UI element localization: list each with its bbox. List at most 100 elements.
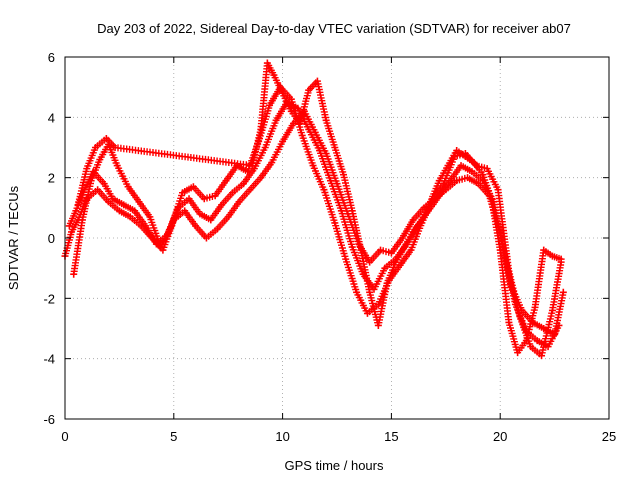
series-marker-run — [203, 193, 216, 202]
series-marker-run — [126, 185, 141, 204]
series-marker-run — [323, 152, 340, 185]
series-marker-run — [306, 128, 322, 152]
series-marker-run — [252, 146, 268, 170]
series-marker-run — [340, 173, 356, 212]
x-tick-label: 0 — [61, 429, 68, 444]
series-marker-run — [280, 92, 294, 113]
series-marker-run — [258, 161, 274, 179]
series-marker-run — [448, 164, 463, 182]
series-marker-run — [205, 227, 219, 240]
series-marker-run — [193, 224, 209, 240]
series-marker-run — [538, 309, 556, 357]
x-axis-label: GPS time / hours — [285, 458, 384, 473]
series-marker-run — [69, 218, 81, 234]
y-axis-label: SDTVAR / TECUs — [6, 185, 21, 290]
series-marker-run — [488, 198, 504, 251]
series-marker-run — [102, 182, 115, 200]
series-marker-run — [307, 79, 320, 92]
series-marker-run — [310, 164, 327, 191]
series-marker-run — [551, 253, 563, 262]
y-tick-label: -4 — [43, 352, 55, 367]
series-marker-run — [455, 174, 469, 184]
series-marker-run — [349, 246, 366, 275]
series-marker-run — [411, 218, 424, 234]
series-marker-run — [317, 149, 333, 182]
series-marker-run — [62, 231, 75, 257]
series-marker-run — [545, 324, 562, 348]
series-marker-run — [323, 119, 338, 149]
series-marker-run — [302, 110, 318, 134]
series-marker-run — [542, 248, 554, 259]
series-marker-run — [104, 136, 117, 150]
series-marker-run — [147, 216, 164, 248]
series-marker-run — [437, 179, 453, 198]
series-marker-run — [220, 191, 235, 207]
series-marker-run — [143, 224, 159, 246]
series-marker-run — [208, 203, 224, 222]
x-tick-label: 15 — [384, 429, 398, 444]
series-marker-run — [226, 200, 241, 219]
series-marker-run — [198, 211, 213, 223]
series-marker-run — [237, 188, 252, 204]
series-marker-run — [132, 209, 148, 228]
series-marker-run — [94, 136, 108, 150]
series-marker-run — [506, 321, 521, 354]
series-marker-run — [118, 208, 132, 220]
series-marker-run — [338, 210, 355, 248]
series-marker-run — [444, 179, 458, 192]
series-marker-run — [375, 282, 390, 327]
series-marker-run — [529, 344, 543, 358]
data-layer — [61, 59, 567, 360]
y-tick-label: -2 — [43, 291, 55, 306]
series-marker-run — [70, 219, 86, 275]
series-marker-run — [455, 148, 467, 159]
series-marker-run — [313, 131, 329, 155]
series-marker-run — [459, 163, 474, 174]
series-marker-run — [428, 179, 442, 203]
series-marker-run — [182, 209, 198, 228]
y-tick-label: 2 — [48, 171, 55, 186]
series-marker-run — [384, 261, 399, 285]
series-marker-run — [297, 89, 312, 125]
series-marker-run — [111, 196, 126, 208]
series-marker-run — [249, 128, 264, 167]
series-marker-run — [383, 257, 398, 270]
grid — [65, 57, 609, 419]
series-marker-run — [115, 164, 131, 188]
series-marker-run — [332, 222, 349, 260]
series-marker-run — [494, 189, 512, 272]
series-marker-run — [235, 163, 250, 174]
series-marker-run — [75, 167, 90, 206]
series-marker-run — [549, 261, 565, 312]
series-track-4 — [74, 59, 565, 357]
series-marker-run — [271, 74, 285, 95]
series-marker-run — [472, 161, 485, 176]
x-tick-label: 10 — [275, 429, 289, 444]
series-marker-run — [224, 164, 239, 182]
series-marker-run — [66, 209, 79, 227]
series-marker-run — [241, 167, 257, 185]
series-marker-run — [506, 270, 523, 318]
series-marker-run — [332, 146, 347, 176]
series-marker-run — [129, 215, 143, 228]
series-marker-run — [84, 146, 98, 170]
series-marker-run — [265, 61, 277, 77]
series-marker-run — [532, 249, 547, 308]
series-marker-run — [464, 154, 476, 165]
series-marker-run — [231, 182, 245, 195]
x-tick-label: 20 — [493, 429, 507, 444]
axes: 0 5 10 15 20 25 -6 -4 -2 0 2 4 6 — [43, 50, 616, 444]
series-marker-run — [181, 184, 195, 195]
series-marker-run — [257, 62, 271, 130]
series-marker-run — [371, 267, 387, 291]
series-marker-run — [354, 291, 370, 315]
series-marker-run — [393, 246, 407, 264]
series-marker-run — [269, 140, 285, 164]
series-marker-run — [485, 167, 501, 191]
series-marker-run — [411, 206, 426, 222]
series-marker-run — [349, 210, 364, 251]
series-marker-run — [321, 189, 338, 224]
series-marker-run — [187, 197, 202, 216]
series-marker-run — [169, 192, 186, 227]
